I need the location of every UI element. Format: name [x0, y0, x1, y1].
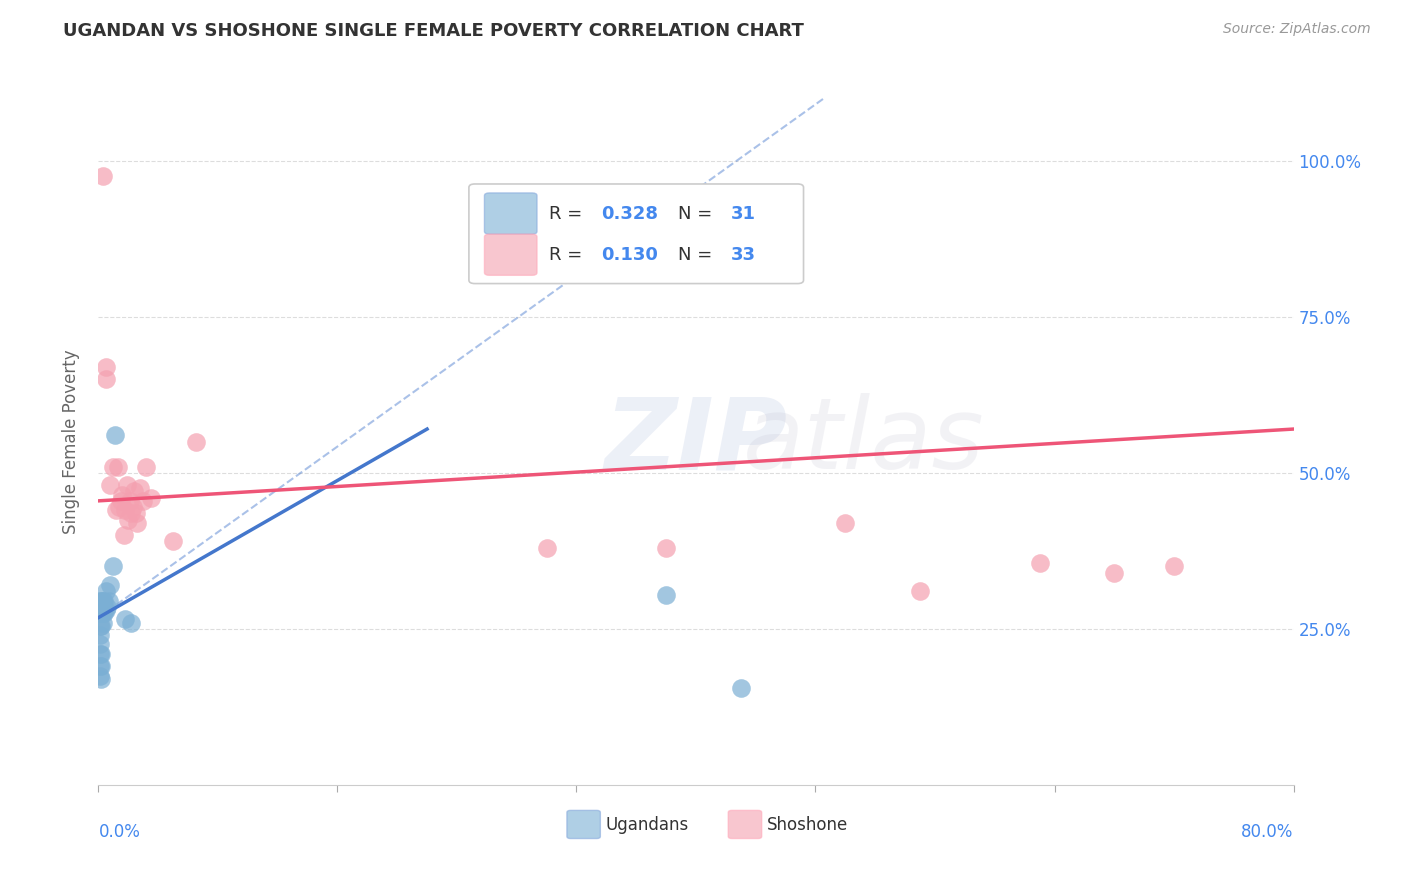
- Text: 80.0%: 80.0%: [1241, 822, 1294, 841]
- Point: [1104, 566, 1126, 580]
- Point: [655, 541, 678, 555]
- Text: N =: N =: [678, 204, 718, 222]
- Point: [129, 482, 152, 496]
- Point: [1028, 557, 1050, 571]
- Text: 0.0%: 0.0%: [98, 822, 141, 841]
- Point: [93, 607, 115, 621]
- Point: [118, 494, 141, 508]
- Point: [94, 603, 117, 617]
- Text: UGANDAN VS SHOSHONE SINGLE FEMALE POVERTY CORRELATION CHART: UGANDAN VS SHOSHONE SINGLE FEMALE POVERT…: [63, 22, 804, 40]
- Point: [132, 494, 155, 508]
- Point: [120, 615, 142, 630]
- Point: [536, 541, 558, 555]
- FancyBboxPatch shape: [470, 184, 804, 284]
- Text: Shoshone: Shoshone: [766, 816, 848, 834]
- Point: [89, 637, 111, 651]
- Point: [124, 484, 146, 499]
- Point: [120, 507, 142, 521]
- Point: [655, 588, 678, 602]
- Point: [96, 600, 118, 615]
- Text: Ugandans: Ugandans: [605, 816, 689, 834]
- Point: [90, 607, 112, 621]
- Point: [91, 594, 114, 608]
- Point: [834, 516, 856, 530]
- Point: [121, 500, 143, 514]
- Point: [90, 594, 112, 608]
- Point: [89, 669, 111, 683]
- FancyBboxPatch shape: [485, 193, 537, 234]
- Point: [91, 615, 114, 630]
- Text: R =: R =: [548, 204, 588, 222]
- Point: [89, 647, 111, 661]
- Text: 31: 31: [731, 204, 755, 222]
- Text: atlas: atlas: [742, 393, 984, 490]
- Point: [89, 628, 111, 642]
- Point: [90, 647, 112, 661]
- Point: [94, 359, 117, 374]
- Point: [111, 487, 134, 501]
- Text: ZIP: ZIP: [605, 393, 787, 490]
- Point: [125, 507, 148, 521]
- Point: [98, 578, 122, 592]
- Point: [90, 672, 112, 686]
- Text: Source: ZipAtlas.com: Source: ZipAtlas.com: [1223, 22, 1371, 37]
- Point: [108, 500, 131, 514]
- Text: R =: R =: [548, 245, 588, 264]
- Point: [103, 459, 125, 474]
- Point: [94, 584, 117, 599]
- Point: [107, 459, 129, 474]
- Point: [90, 659, 112, 673]
- Point: [117, 512, 139, 526]
- Point: [162, 534, 184, 549]
- Point: [135, 459, 157, 474]
- Text: N =: N =: [678, 245, 718, 264]
- Point: [105, 503, 128, 517]
- FancyBboxPatch shape: [728, 810, 762, 838]
- Point: [91, 600, 114, 615]
- Point: [908, 584, 931, 599]
- Point: [139, 491, 162, 505]
- Point: [97, 594, 120, 608]
- Point: [89, 659, 111, 673]
- Point: [127, 516, 149, 530]
- Point: [115, 478, 138, 492]
- Point: [184, 434, 207, 449]
- Point: [90, 619, 112, 633]
- Point: [93, 594, 115, 608]
- Text: 0.328: 0.328: [602, 204, 658, 222]
- Point: [91, 607, 114, 621]
- Y-axis label: Single Female Poverty: Single Female Poverty: [62, 350, 80, 533]
- FancyBboxPatch shape: [567, 810, 600, 838]
- FancyBboxPatch shape: [485, 234, 537, 276]
- Point: [89, 594, 111, 608]
- Point: [103, 559, 125, 574]
- Text: 33: 33: [731, 245, 755, 264]
- Point: [114, 503, 136, 517]
- Point: [112, 528, 135, 542]
- Point: [98, 478, 122, 492]
- Point: [1163, 559, 1185, 574]
- Text: 0.130: 0.130: [602, 245, 658, 264]
- Point: [94, 372, 117, 386]
- Point: [89, 607, 111, 621]
- Point: [114, 613, 136, 627]
- Point: [110, 494, 132, 508]
- Point: [730, 681, 752, 696]
- Point: [91, 169, 114, 184]
- Point: [104, 428, 127, 442]
- Point: [89, 619, 111, 633]
